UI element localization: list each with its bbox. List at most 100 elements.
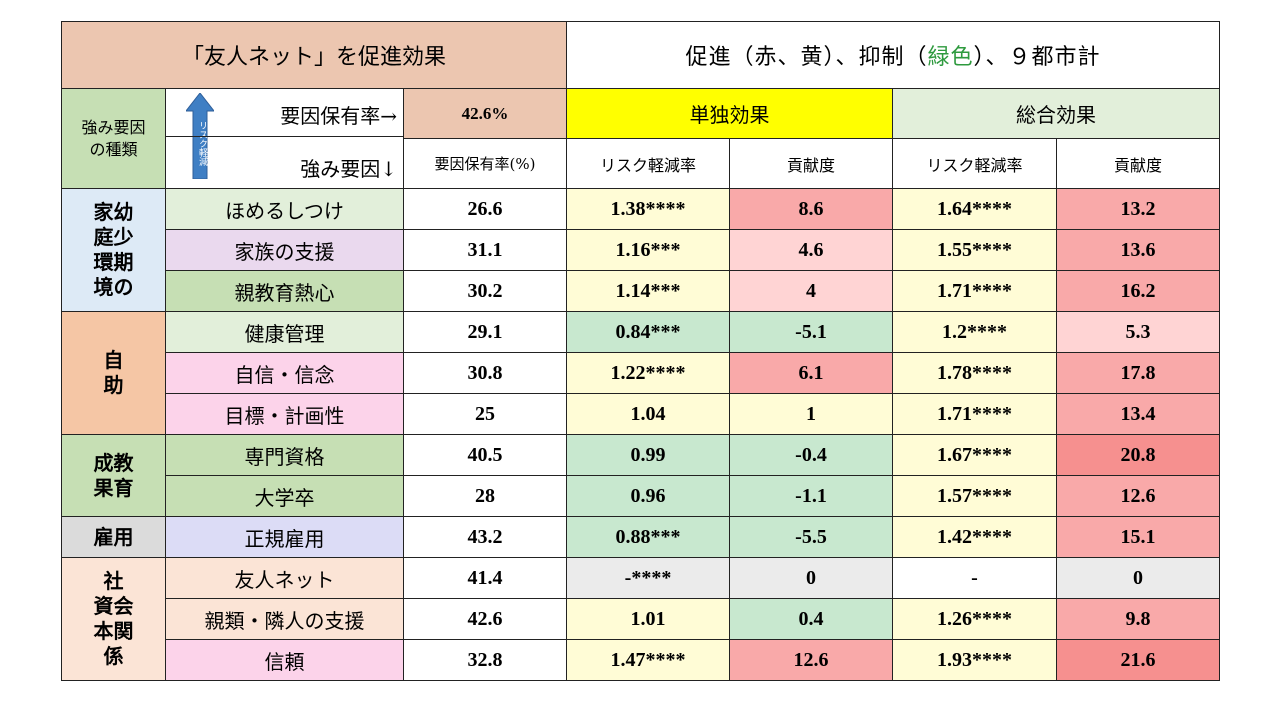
rate-cell: 42.6	[403, 598, 567, 640]
overall-rate: 42.6%	[403, 88, 567, 139]
total-risk-cell: 1.67****	[892, 434, 1057, 476]
effects-table: 「友人ネット」を促進効果 促進（赤、黄）、抑制（緑色）、９都市計 強み要因 の種類…	[61, 21, 1220, 681]
category-cell: 雇用	[61, 516, 166, 558]
total-contrib-cell: 9.8	[1056, 598, 1220, 640]
table-row: 成教 果育 専門資格 40.5 0.99 -0.4 1.67**** 20.8	[61, 434, 1220, 517]
table-row: 大学卒 28 0.96 -1.1 1.57**** 12.6	[62, 475, 1220, 517]
category-cell: 成教 果育	[61, 434, 166, 517]
total-contrib-cell: 21.6	[1056, 639, 1220, 681]
rate-cell: 26.6	[403, 188, 567, 230]
rate-cell: 41.4	[403, 557, 567, 599]
single-risk-cell: 1.16***	[566, 229, 730, 271]
category-cell: 社資会 本関係	[61, 557, 166, 681]
total-risk-cell: 1.78****	[892, 352, 1057, 394]
single-contrib-cell: -5.5	[729, 516, 893, 558]
legend-title: 促進（赤、黄）、抑制（緑色）、９都市計	[566, 21, 1220, 89]
total-risk-cell: 1.26****	[892, 598, 1057, 640]
total-risk-cell: 1.2****	[892, 311, 1057, 353]
factor-cell: 目標・計画性	[165, 393, 404, 435]
total-contrib-cell: 17.8	[1056, 352, 1220, 394]
total-risk-cell: 1.55****	[892, 229, 1057, 271]
single-contrib-cell: -5.1	[729, 311, 893, 353]
col-risk2-header: リスク軽減率	[892, 138, 1057, 189]
col-contrib2-header: 貢献度	[1056, 138, 1220, 189]
total-contrib-cell: 5.3	[1056, 311, 1220, 353]
single-contrib-cell: 8.6	[729, 188, 893, 230]
single-contrib-cell: -1.1	[729, 475, 893, 517]
single-contrib-cell: 1	[729, 393, 893, 435]
arrow-label: リスク軽減	[197, 121, 207, 166]
total-contrib-cell: 12.6	[1056, 475, 1220, 517]
single-risk-cell: 1.47****	[566, 639, 730, 681]
single-risk-cell: 1.01	[566, 598, 730, 640]
table-row: 家幼 庭少 環期 境の ほめるしつけ 26.6 1.38**** 8.6 1.64**** 13.…	[61, 188, 1220, 312]
rate-cell: 32.8	[403, 639, 567, 681]
factor-cell: 大学卒	[165, 475, 404, 517]
table-row: 目標・計画性 25 1.04 1 1.71**** 13.4	[62, 393, 1220, 435]
total-risk-cell: -	[892, 557, 1057, 599]
rate-cell: 28	[403, 475, 567, 517]
category-cell: 家幼 庭少 環期 境の	[61, 188, 166, 312]
single-risk-cell: 0.99	[566, 434, 730, 476]
total-risk-cell: 1.71****	[892, 270, 1057, 312]
col-risk1-header: リスク軽減率	[566, 138, 730, 189]
total-contrib-cell: 16.2	[1056, 270, 1220, 312]
total-contrib-cell: 13.2	[1056, 188, 1220, 230]
factor-cell: 自信・信念	[165, 352, 404, 394]
factor-cell: 親教育熱心	[165, 270, 404, 312]
rate-cell: 30.2	[403, 270, 567, 312]
single-risk-cell: 0.96	[566, 475, 730, 517]
rate-cell: 25	[403, 393, 567, 435]
total-risk-cell: 1.71****	[892, 393, 1057, 435]
factor-cell: 親類・隣人の支援	[165, 598, 404, 640]
single-effect-header: 単独効果	[566, 88, 893, 139]
rate-cell: 30.8	[403, 352, 567, 394]
rate-cell: 29.1	[403, 311, 567, 353]
rate-cell: 40.5	[403, 434, 567, 476]
single-contrib-cell: 4	[729, 270, 893, 312]
total-contrib-cell: 20.8	[1056, 434, 1220, 476]
table-row: 家族の支援 31.1 1.16*** 4.6 1.55**** 13.6	[62, 229, 1220, 271]
single-contrib-cell: 0.4	[729, 598, 893, 640]
table-row: 自信・信念 30.8 1.22**** 6.1 1.78**** 17.8	[62, 352, 1220, 394]
total-risk-cell: 1.93****	[892, 639, 1057, 681]
single-contrib-cell: 0	[729, 557, 893, 599]
table-row: 親教育熱心 30.2 1.14*** 4 1.71**** 16.2	[62, 270, 1220, 312]
factor-cell: 友人ネット	[165, 557, 404, 599]
factor-cell: 正規雇用	[165, 516, 404, 558]
table-row: 社資会 本関係友人ネット 41.4 -**** 0-0	[61, 557, 1220, 681]
single-risk-cell: 0.88***	[566, 516, 730, 558]
single-contrib-cell: 12.6	[729, 639, 893, 681]
factor-cell: 健康管理	[165, 311, 404, 353]
single-contrib-cell: -0.4	[729, 434, 893, 476]
total-contrib-cell: 15.1	[1056, 516, 1220, 558]
factor-cell: 信頼	[165, 639, 404, 681]
total-contrib-cell: 13.4	[1056, 393, 1220, 435]
table-row: 信頼 32.8 1.47**** 12.6 1.93**** 21.6	[62, 639, 1220, 681]
single-risk-cell: 1.38****	[566, 188, 730, 230]
factor-cell: ほめるしつけ	[165, 188, 404, 230]
single-risk-cell: 1.22****	[566, 352, 730, 394]
total-contrib-cell: 0	[1056, 557, 1220, 599]
single-contrib-cell: 4.6	[729, 229, 893, 271]
total-contrib-cell: 13.6	[1056, 229, 1220, 271]
rate-row-label: 要因保有率→	[280, 104, 397, 128]
single-risk-cell: 0.84***	[566, 311, 730, 353]
total-risk-cell: 1.64****	[892, 188, 1057, 230]
single-risk-cell: -****	[566, 557, 730, 599]
total-risk-cell: 1.42****	[892, 516, 1057, 558]
col-contrib1-header: 貢献度	[729, 138, 893, 189]
single-risk-cell: 1.14***	[566, 270, 730, 312]
col-rate-header: 要因保有率(%)	[403, 138, 567, 189]
rate-cell: 43.2	[403, 516, 567, 558]
category-cell: 自助	[61, 311, 166, 435]
axis-header-cell: リスク軽減 要因保有率→ 強み要因↓	[165, 88, 404, 189]
table-row: 自助健康管理 29.1 0.84*** -5.1 1.2**** 5.3	[61, 311, 1220, 435]
single-risk-cell: 1.04	[566, 393, 730, 435]
single-contrib-cell: 6.1	[729, 352, 893, 394]
factor-col-label: 強み要因↓	[300, 157, 397, 181]
table-row: 雇用 正規雇用 43.2 0.88*** -5.5 1.42**** 15.1	[61, 516, 1220, 558]
total-effect-header: 総合効果	[892, 88, 1220, 139]
table-row: 親類・隣人の支援 42.6 1.01 0.4 1.26**** 9.8	[62, 598, 1220, 640]
table-title: 「友人ネット」を促進効果	[61, 21, 567, 89]
